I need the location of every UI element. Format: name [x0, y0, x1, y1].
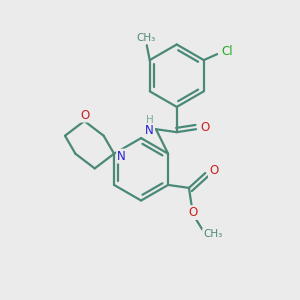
Text: CH₃: CH₃: [203, 229, 222, 239]
Text: O: O: [200, 121, 210, 134]
Text: Cl: Cl: [222, 45, 233, 58]
Text: N: N: [145, 124, 154, 137]
Text: CH₃: CH₃: [136, 33, 156, 43]
Text: O: O: [209, 164, 218, 178]
Text: O: O: [80, 109, 90, 122]
Text: H: H: [146, 115, 153, 125]
Text: O: O: [189, 206, 198, 219]
Text: N: N: [117, 150, 126, 163]
